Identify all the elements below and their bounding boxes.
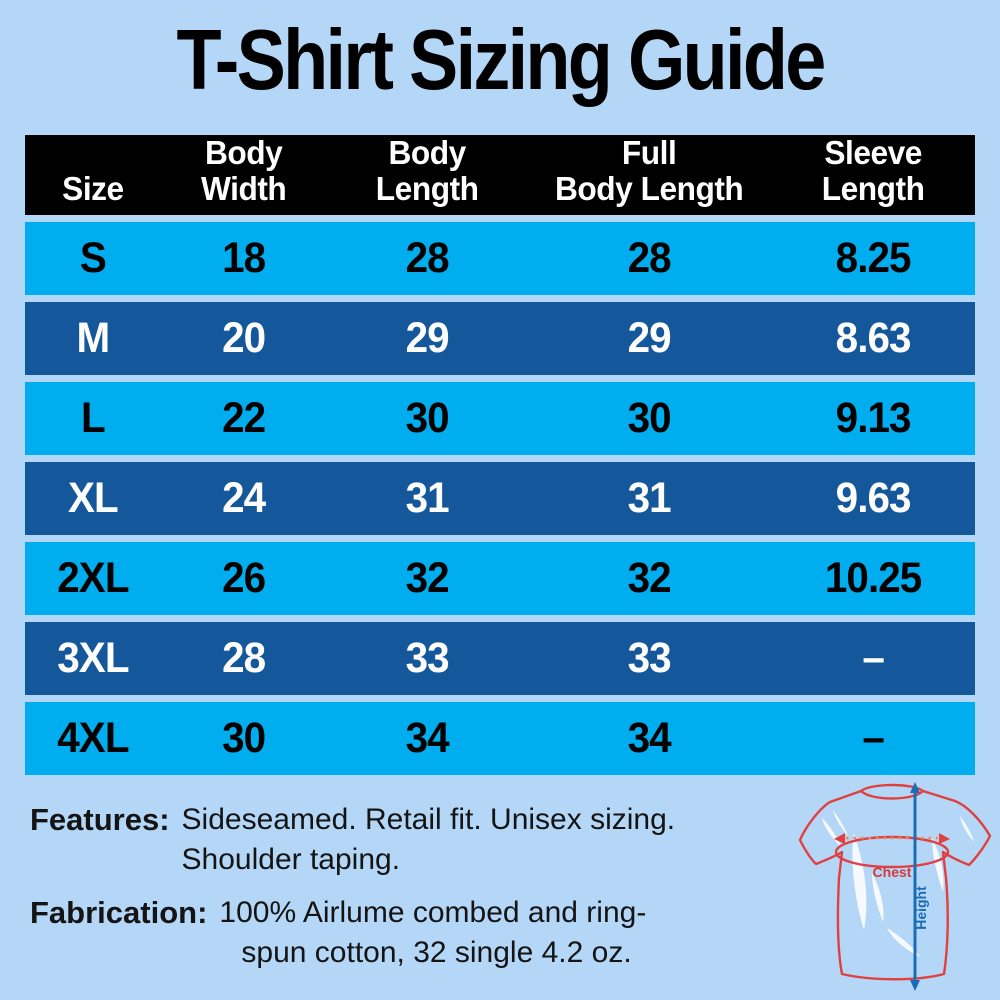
chest-label: Chest bbox=[873, 864, 912, 880]
sleeve-length-cell: 9.63 bbox=[835, 474, 911, 522]
sleeve-length-cell: 9.13 bbox=[835, 394, 911, 442]
body-width-cell: 28 bbox=[221, 634, 266, 682]
header-full-body-length-line2: Body Length bbox=[555, 169, 744, 207]
body-length-cell: 32 bbox=[405, 554, 450, 602]
page-title: T-Shirt Sizing Guide bbox=[176, 12, 826, 108]
size-cell: 3XL bbox=[57, 634, 129, 682]
body-width-cell: 24 bbox=[221, 474, 266, 522]
fabrication-text: 100% Airlume combed and ring- spun cotto… bbox=[219, 893, 646, 972]
size-cell: L bbox=[81, 394, 106, 442]
header-body-width-line2: Width bbox=[200, 169, 287, 207]
body-length-cell: 30 bbox=[405, 394, 450, 442]
body-width-cell: 30 bbox=[221, 714, 266, 762]
table-row-4xl: 4XL 30 34 34 – bbox=[25, 702, 975, 775]
header-cell-sleeve-length: Sleeve Length bbox=[775, 135, 971, 215]
body-width-cell: 26 bbox=[221, 554, 266, 602]
height-label: Height bbox=[913, 886, 929, 930]
size-cell: 2XL bbox=[57, 554, 129, 602]
features-label: Features: bbox=[30, 802, 170, 837]
shine-streaks bbox=[822, 810, 974, 957]
features-line1: Sideseamed. Retail fit. Unisex sizing. bbox=[181, 803, 676, 836]
full-body-length-cell: 34 bbox=[628, 714, 672, 762]
sleeve-length-cell: – bbox=[862, 714, 884, 762]
body-length-cell: 34 bbox=[405, 714, 450, 762]
header-cell-body-length: Body Length bbox=[330, 135, 524, 215]
header-body-length-line2: Length bbox=[375, 169, 479, 207]
full-body-length-cell: 28 bbox=[628, 234, 672, 282]
header-body-length-line1: Body bbox=[388, 134, 467, 172]
features-row: Features: Sideseamed. Retail fit. Unisex… bbox=[30, 800, 810, 879]
full-body-length-cell: 31 bbox=[628, 474, 672, 522]
table-row-xl: XL 24 31 31 9.63 bbox=[25, 462, 975, 535]
size-cell: M bbox=[76, 314, 111, 362]
tshirt-illustration: Chest Height bbox=[798, 782, 992, 991]
full-body-length-cell: 33 bbox=[628, 634, 672, 682]
full-body-length-cell: 29 bbox=[628, 314, 672, 362]
header-sleeve-length-line2: Length bbox=[821, 169, 925, 207]
body-length-cell: 28 bbox=[405, 234, 450, 282]
fabrication-row: Fabrication: 100% Airlume combed and rin… bbox=[30, 893, 810, 972]
chest-arrow-right-icon bbox=[939, 833, 950, 844]
shirt-outline bbox=[798, 789, 992, 981]
header-body-width-line1: Body bbox=[204, 134, 283, 172]
body-width-cell: 20 bbox=[221, 314, 266, 362]
header-size-line2: Size bbox=[62, 169, 124, 207]
table-header-row: Size Body Width Body Length Full Body Le… bbox=[25, 135, 975, 215]
table-row-2xl: 2XL 26 32 32 10.25 bbox=[25, 542, 975, 615]
body-length-cell: 31 bbox=[405, 474, 450, 522]
height-arrow-top-icon bbox=[910, 782, 920, 793]
header-cell-body-width: Body Width bbox=[164, 135, 323, 215]
size-cell: XL bbox=[68, 474, 119, 522]
sleeve-length-cell: – bbox=[862, 634, 884, 682]
table-row-s: S 18 28 28 8.25 bbox=[25, 222, 975, 295]
collar-icon bbox=[860, 783, 924, 793]
fabrication-label: Fabrication: bbox=[30, 895, 208, 931]
full-body-length-cell: 32 bbox=[628, 554, 672, 602]
header-full-body-length-line1: Full bbox=[622, 134, 677, 172]
header-cell-full-body-length: Full Body Length bbox=[533, 135, 766, 215]
full-body-length-cell: 30 bbox=[628, 394, 672, 442]
body-width-cell: 22 bbox=[221, 394, 266, 442]
body-length-cell: 33 bbox=[405, 634, 450, 682]
details-section: Features: Sideseamed. Retail fit. Unisex… bbox=[30, 800, 810, 986]
sizing-table: Size Body Width Body Length Full Body Le… bbox=[25, 135, 975, 775]
size-cell: 4XL bbox=[57, 714, 129, 762]
sleeve-length-cell: 8.63 bbox=[835, 314, 911, 362]
body-length-cell: 29 bbox=[405, 314, 450, 362]
size-cell: S bbox=[79, 234, 107, 282]
features-text: Sideseamed. Retail fit. Unisex sizing. S… bbox=[182, 800, 676, 879]
fabrication-line2: spun cotton, 32 single 4.2 oz. bbox=[241, 935, 632, 969]
chest-arrow-left-icon bbox=[834, 833, 845, 844]
height-arrow-bottom-icon bbox=[910, 980, 920, 991]
sleeve-length-cell: 10.25 bbox=[824, 554, 922, 602]
sleeve-length-cell: 8.25 bbox=[835, 234, 911, 282]
body-width-cell: 18 bbox=[221, 234, 266, 282]
table-row-m: M 20 29 29 8.63 bbox=[25, 302, 975, 375]
header-sleeve-length-line1: Sleeve bbox=[824, 134, 922, 172]
table-row-3xl: 3XL 28 33 33 – bbox=[25, 622, 975, 695]
features-line2: Shoulder taping. bbox=[181, 842, 401, 876]
table-row-l: L 22 30 30 9.13 bbox=[25, 382, 975, 455]
fabrication-line1: 100% Airlume combed and ring- bbox=[219, 896, 647, 930]
header-cell-size: Size bbox=[28, 169, 158, 215]
